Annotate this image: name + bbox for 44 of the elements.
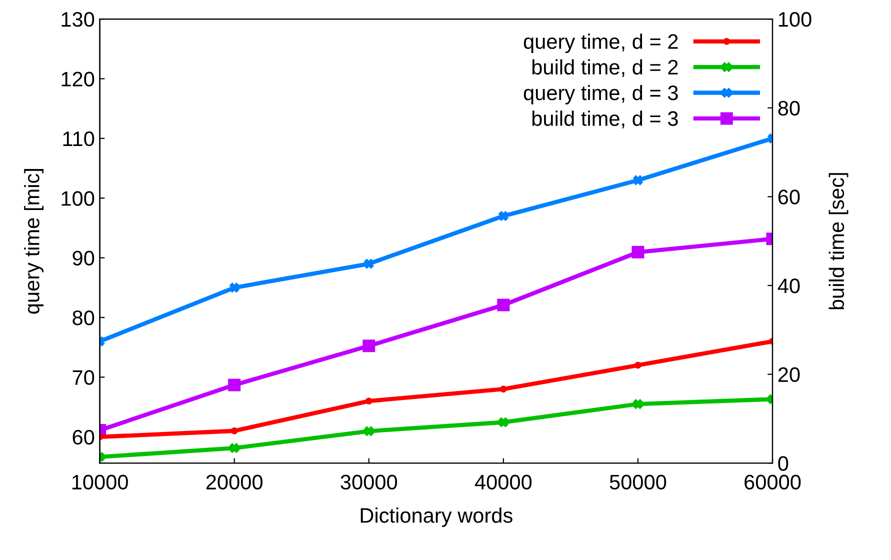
point	[633, 399, 643, 409]
legend-label: build time, d = 3	[532, 110, 678, 128]
x-axis-title: Dictionary words	[360, 508, 512, 527]
y-tick-label: 100	[62, 191, 94, 206]
y2-axis-title: build time [sec]	[828, 173, 848, 310]
legend-label: query time, d = 3	[524, 84, 678, 104]
y2-tick-label: 60	[778, 190, 800, 204]
y2-tick-label: 40	[778, 278, 800, 294]
point	[500, 386, 507, 393]
x-tick-label: 10000	[72, 474, 128, 490]
y-tick-label: 120	[62, 72, 94, 86]
y2-tick-label: 80	[778, 100, 800, 116]
x-tick-label: 20000	[206, 474, 262, 490]
x-tick-label: 40000	[474, 474, 532, 490]
x-tick-label: 50000	[610, 474, 666, 490]
point	[498, 417, 508, 428]
x-tick-label: 30000	[340, 474, 398, 490]
point	[362, 340, 376, 352]
y-tick-label: 110	[63, 131, 94, 146]
y2-tick-label: 0	[778, 456, 788, 471]
y-tick-label: 80	[72, 310, 94, 326]
point	[230, 427, 238, 434]
point	[632, 246, 644, 258]
point	[498, 211, 508, 221]
point	[229, 282, 240, 292]
point	[365, 398, 372, 405]
y-tick-label: 70	[72, 370, 94, 385]
y-axis-title: query time [mic]	[24, 169, 44, 314]
point	[633, 175, 643, 186]
point	[634, 362, 642, 369]
point	[229, 443, 240, 453]
y2-tick-label: 20	[778, 367, 800, 382]
point	[364, 258, 374, 269]
line-series	[100, 338, 772, 440]
legend-label: query time, d = 2	[524, 34, 678, 54]
y-tick-label: 90	[72, 250, 94, 266]
point	[228, 378, 241, 392]
legend-label: build time, d = 2	[532, 59, 678, 78]
y2-tick-label: 100	[778, 12, 812, 27]
y-tick-label: 130	[62, 12, 94, 27]
y-tick-label: 60	[72, 430, 94, 445]
x-tick-label: 60000	[744, 474, 801, 490]
point	[364, 426, 374, 436]
point	[497, 298, 510, 312]
